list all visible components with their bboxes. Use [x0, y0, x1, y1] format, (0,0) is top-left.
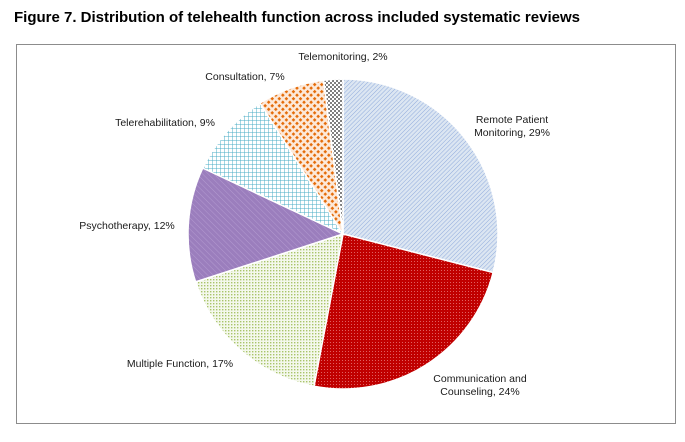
pie-label-remote-patient-monitoring: Remote Patient Monitoring, 29%	[474, 114, 550, 139]
chart-frame	[16, 44, 676, 424]
pie-slice-telemonitoring	[322, 78, 344, 235]
pie-slices	[187, 78, 499, 390]
pie-label-telemonitoring: Telemonitoring, 2%	[298, 51, 387, 63]
pie-label-communication-and-counseling: Communication and Counseling, 24%	[433, 373, 527, 398]
pie-label-line: Counseling, 24%	[440, 386, 519, 398]
pie-labels: Remote Patient Monitoring, 29% Communicati…	[79, 51, 550, 398]
pie-label-line: Communication and	[433, 373, 527, 385]
pie-label-line: Remote Patient	[476, 114, 548, 126]
pie-label-telerehabilitation: Telerehabilitation, 9%	[115, 117, 215, 129]
pie-label-line: Psychotherapy, 12%	[79, 220, 175, 232]
pie-label-line: Telemonitoring, 2%	[298, 51, 387, 63]
pie-label-consultation: Consultation, 7%	[205, 71, 284, 83]
pie-label-line: Multiple Function, 17%	[127, 358, 233, 370]
pie-slice-telerehabilitation	[201, 102, 346, 236]
pie-slice-communication-and-counseling	[313, 233, 495, 390]
figure-title: Figure 7. Distribution of telehealth fun…	[14, 9, 580, 26]
pie-slice-psychotherapy	[187, 167, 346, 283]
pie-label-line: Monitoring, 29%	[474, 127, 550, 139]
pie-label-line: Telerehabilitation, 9%	[115, 117, 215, 129]
pie-label-psychotherapy: Psychotherapy, 12%	[79, 220, 175, 232]
pie-label-multiple-function: Multiple Function, 17%	[127, 358, 233, 370]
pie-label-line: Consultation, 7%	[205, 71, 284, 83]
pie-slice-remote-patient-monitoring	[342, 78, 499, 274]
pie-slice-multiple-function	[194, 232, 344, 388]
